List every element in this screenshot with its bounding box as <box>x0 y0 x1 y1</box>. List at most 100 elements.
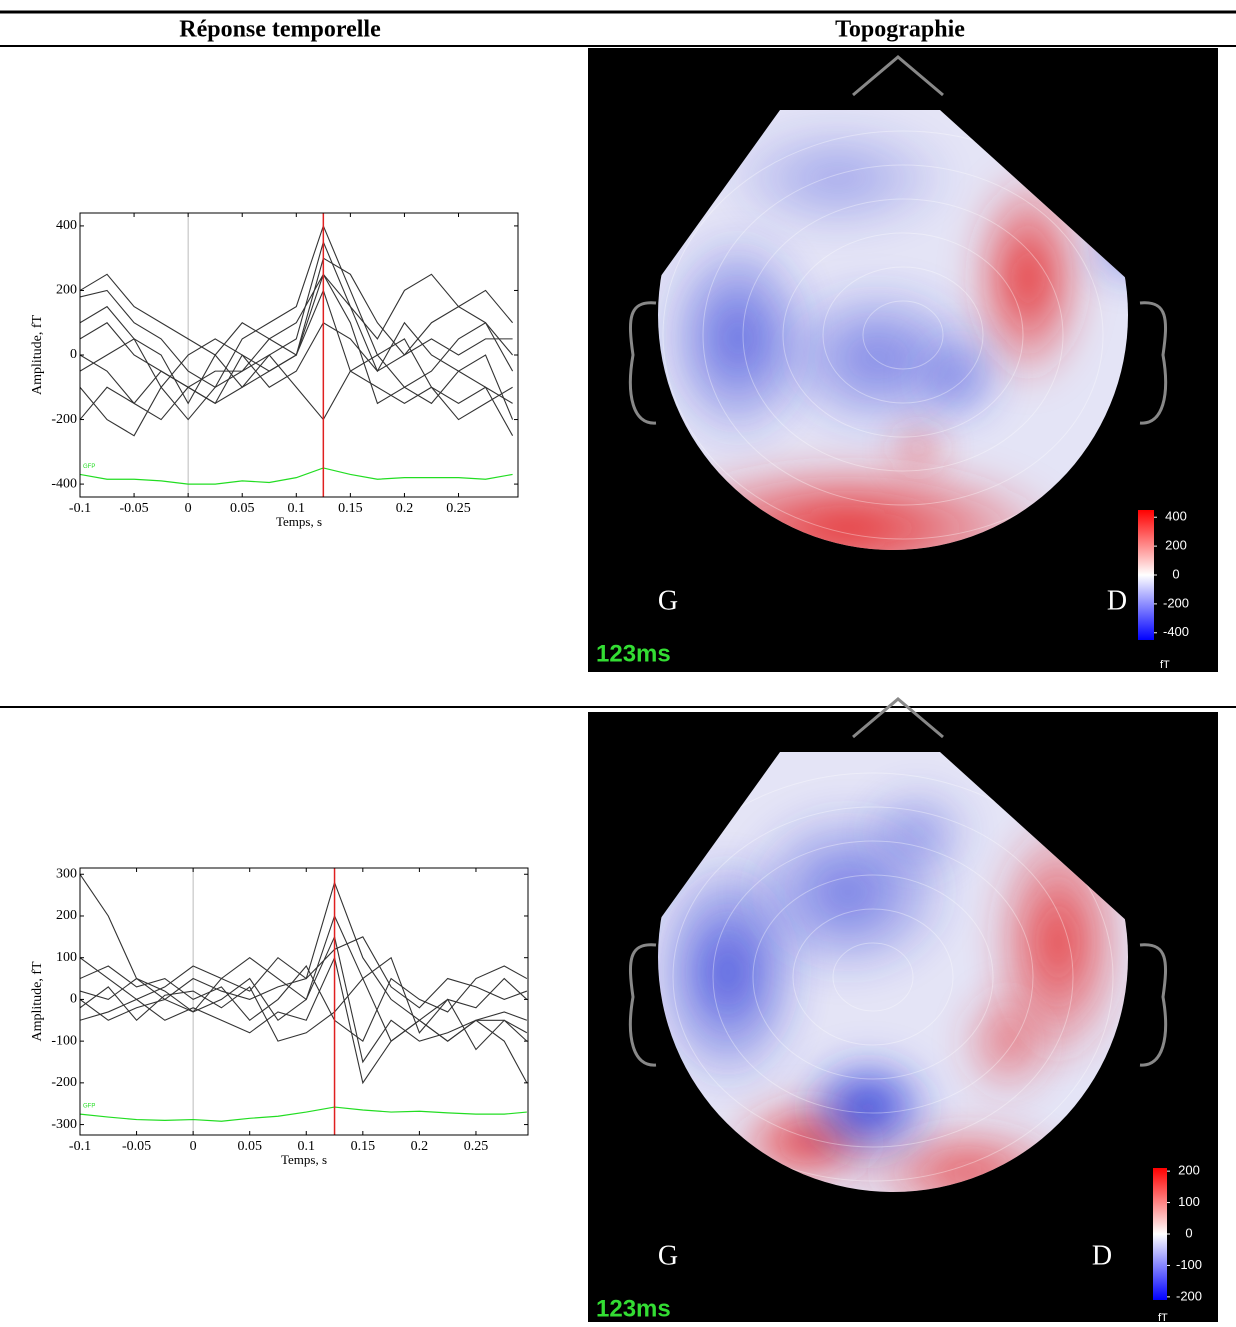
ear-right <box>1139 301 1168 425</box>
right-label: D <box>1092 1240 1112 1271</box>
gfp-trace <box>80 467 513 485</box>
trace <box>80 288 513 421</box>
field-blob <box>718 118 958 238</box>
axes-box <box>79 867 529 1136</box>
contour <box>782 232 1024 438</box>
field-blob <box>658 228 818 448</box>
colorbar-label: -100 <box>1176 1257 1202 1272</box>
time-label: 123ms <box>596 1295 671 1322</box>
contour <box>742 198 1064 472</box>
colorbar-label: -200 <box>1176 1288 1202 1303</box>
trace <box>80 936 528 1013</box>
contour <box>712 840 1034 1114</box>
x-tick-label: 0.25 <box>464 1139 489 1154</box>
y-tick-label: -200 <box>51 1075 77 1090</box>
colorbar-label: 200 <box>1165 538 1187 553</box>
x-tick-label: -0.05 <box>119 501 148 516</box>
contour <box>822 266 984 404</box>
x-axis-label: Temps, s <box>281 1152 327 1167</box>
colorbar-label: 200 <box>1178 1163 1200 1178</box>
x-tick-label: 0 <box>190 1139 197 1154</box>
y-tick-label: -100 <box>51 1033 77 1048</box>
trace <box>80 338 514 437</box>
colorbar-label: -400 <box>1163 624 1189 639</box>
butterfly-plot: GFP -300 -200 -100 0 100 200 300 -0.1 -0.05 0 0.05 0… <box>30 866 529 1167</box>
trace <box>80 272 514 421</box>
x-tick-label: 0.25 <box>446 501 471 516</box>
field-blob <box>858 782 978 882</box>
colorbar-unit: fT <box>1158 1312 1168 1324</box>
head-clip <box>658 752 1128 1192</box>
trace <box>80 956 528 1051</box>
colorbar-unit: fT <box>1160 659 1170 671</box>
trace <box>80 914 528 1042</box>
y-tick-label: -300 <box>51 1117 77 1132</box>
colorbar-label: 400 <box>1165 509 1187 524</box>
x-axis-label: Temps, s <box>276 514 322 529</box>
contour <box>752 874 994 1080</box>
right-label: D <box>1107 585 1127 616</box>
column-header: Réponse temporelle <box>179 17 381 43</box>
topography: 400 200 0 -200 -400 fT G D 123ms <box>588 48 1218 672</box>
field-blob <box>968 168 1088 388</box>
axes-box <box>79 212 519 498</box>
y-tick-label: 300 <box>56 866 77 881</box>
field-blob <box>908 328 1008 428</box>
nose <box>852 55 944 97</box>
x-tick-label: -0.1 <box>69 1139 91 1154</box>
x-tick-label: 0.1 <box>288 501 306 516</box>
ear-left <box>628 301 657 425</box>
trace <box>80 935 528 1084</box>
contour <box>862 300 944 370</box>
y-axis-label: Amplitude, fT <box>30 961 45 1042</box>
x-tick-label: 0.05 <box>230 501 255 516</box>
butterfly-plot: GFP -400 -200 0 200 400 -0.1 -0.05 0 0.05 0.1 0.15 0… <box>30 212 519 529</box>
colorbar-label: 100 <box>1178 1194 1200 1209</box>
x-tick-label: 0.15 <box>338 501 363 516</box>
trace <box>80 321 513 404</box>
colorbar-label: 0 <box>1185 1225 1192 1240</box>
traces <box>80 224 514 485</box>
trace <box>80 273 514 356</box>
nose <box>852 697 944 739</box>
left-label: G <box>658 585 678 616</box>
contour <box>832 942 914 1012</box>
y-tick-label: 0 <box>70 992 77 1007</box>
colorbar <box>1153 1168 1167 1300</box>
head <box>658 752 1128 1192</box>
column-header: Topographie <box>835 17 965 43</box>
trace <box>80 955 528 1085</box>
x-tick-label: 0.2 <box>411 1139 429 1154</box>
y-tick-label: 100 <box>56 950 77 965</box>
contour <box>672 806 1074 1148</box>
colorbar-label: -200 <box>1163 595 1189 610</box>
trace <box>80 224 514 389</box>
field-blob <box>798 1052 938 1162</box>
x-tick-label: -0.05 <box>122 1139 151 1154</box>
x-tick-label: 0.2 <box>396 501 414 516</box>
y-tick-label: 200 <box>56 908 77 923</box>
gfp-label: GFP <box>83 1104 95 1110</box>
ear-right <box>1139 943 1168 1067</box>
traces <box>80 873 528 1122</box>
x-tick-label: 0.1 <box>298 1139 316 1154</box>
colorbar <box>1138 510 1154 640</box>
left-label: G <box>658 1240 678 1271</box>
trace <box>80 873 528 1042</box>
topography: 200 100 0 -100 -200 fT G D 123ms <box>588 697 1218 1324</box>
gfp-label: GFP <box>83 464 95 470</box>
trace <box>80 240 514 405</box>
colorbar-label: 0 <box>1172 566 1179 581</box>
time-label: 123ms <box>596 640 671 667</box>
y-tick-label: 200 <box>56 283 77 298</box>
contour <box>658 772 1114 1182</box>
x-tick-label: 0.05 <box>237 1139 262 1154</box>
x-tick-label: 0.15 <box>351 1139 376 1154</box>
contour <box>792 908 954 1046</box>
ear-left <box>628 943 657 1067</box>
y-tick-label: 0 <box>70 347 77 362</box>
y-tick-label: 400 <box>56 218 77 233</box>
gfp-trace <box>80 1106 527 1122</box>
trace <box>80 965 528 1042</box>
